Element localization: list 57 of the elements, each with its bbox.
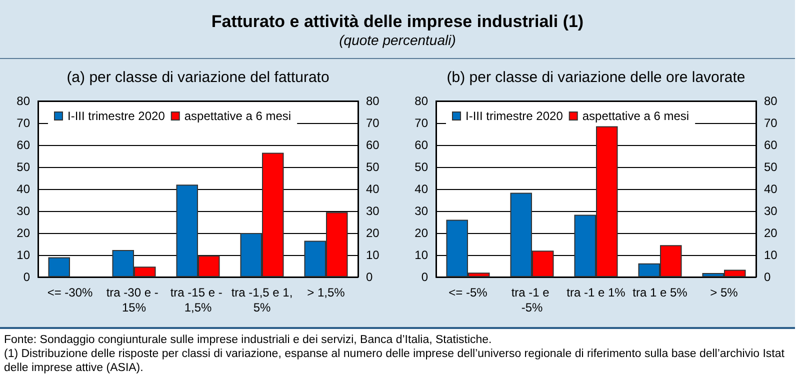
y2-tick-label: 60: [366, 138, 380, 152]
text: Fatturato e attività delle imprese industriali (1): [210, 11, 585, 32]
y-tick-label: 60: [414, 138, 428, 152]
x-tick-label: tra -1,5 e 1,5%: [231, 286, 293, 314]
chart-title: (a) per classe di variazione del fatturato: [66, 69, 330, 86]
y-tick-label: 80: [414, 94, 428, 108]
x-tick-label: > 5%: [710, 286, 738, 300]
x-tick-label: tra -15 e - 1,5%: [170, 286, 226, 314]
y-tick-label: 10: [414, 248, 428, 262]
y-tick-label: 30: [16, 204, 30, 218]
y2-tick-label: 40: [764, 182, 778, 196]
y2-tick-label: 0: [764, 270, 771, 284]
y-tick-label: 40: [16, 182, 30, 196]
y2-tick-label: 70: [764, 116, 778, 130]
chart-title: (b) per classe di variazione delle ore lavorate: [446, 69, 746, 86]
y-tick-label: 40: [414, 182, 428, 196]
y2-tick-label: 10: [366, 248, 380, 262]
y-tick-label: 70: [16, 116, 30, 130]
x-tick-label: > 1,5%: [307, 286, 346, 300]
y-tick-label: 10: [16, 248, 30, 262]
legend-label: I-III trimestre 2020: [466, 109, 564, 123]
y2-tick-label: 20: [764, 226, 778, 240]
y-tick-label: 0: [421, 270, 428, 284]
x-tick-label: tra 1 e 5%: [632, 286, 688, 300]
y2-tick-label: 10: [764, 248, 778, 262]
y-tick-label: 30: [414, 204, 428, 218]
y2-tick-label: 40: [366, 182, 380, 196]
x-tick-label: tra -1 e -5%: [511, 286, 553, 314]
legend-label: aspettative a 6 mesi: [582, 109, 690, 123]
y-tick-label: 0: [23, 270, 30, 284]
y2-tick-label: 50: [366, 160, 380, 174]
text: (quote percentuali): [338, 32, 457, 50]
legend-label: aspettative a 6 mesi: [184, 109, 292, 123]
y-tick-label: 50: [414, 160, 428, 174]
y2-tick-label: 30: [764, 204, 778, 218]
y2-tick-label: 70: [366, 116, 380, 130]
y-tick-label: 20: [414, 226, 428, 240]
y-tick-label: 20: [16, 226, 30, 240]
text: (1) Distribuzione delle risposte per classi di variazione, espanse al numero delle imprese dell’universo regionale di riferimento sulla base dell’archivio Istat delle imprese attive (ASIA).: [4, 348, 784, 374]
x-tick-label: <= -5%: [448, 286, 488, 300]
y2-tick-label: 80: [366, 94, 380, 108]
y2-tick-label: 20: [366, 226, 380, 240]
x-tick-label: <= -30%: [47, 286, 94, 300]
legend-label: I-III trimestre 2020: [68, 109, 166, 123]
y-tick-label: 50: [16, 160, 30, 174]
y2-tick-label: 80: [764, 94, 778, 108]
x-tick-label: tra -1 e 1%: [566, 286, 626, 300]
y-tick-label: 80: [16, 94, 30, 108]
x-tick-label: tra -30 e - 15%: [106, 286, 162, 314]
y-tick-label: 60: [16, 138, 30, 152]
y2-tick-label: 50: [764, 160, 778, 174]
y2-tick-label: 60: [764, 138, 778, 152]
source-note: Fonte: Sondaggio congiunturale sulle imprese industriali e dei servizi, Banca d’Italia, Statistiche.: [4, 334, 492, 346]
bar: [48, 257, 70, 277]
y2-tick-label: 30: [366, 204, 380, 218]
y2-tick-label: 0: [366, 270, 373, 284]
y-tick-label: 70: [414, 116, 428, 130]
